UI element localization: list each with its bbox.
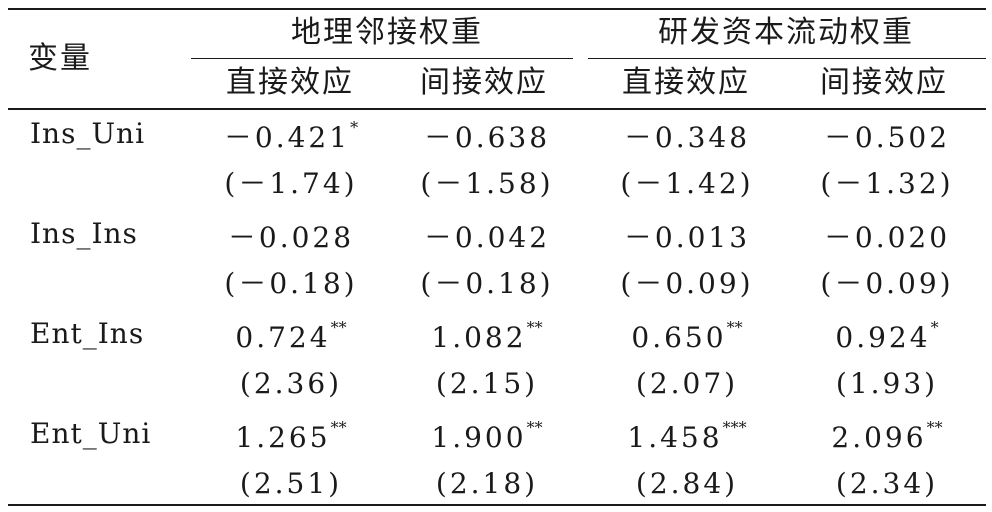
significance-stars: ** bbox=[330, 318, 347, 337]
coefficient-cell: 1.082** bbox=[431, 318, 543, 354]
t-statistic-cell: (2.84) bbox=[635, 467, 739, 500]
coefficient-cell: －0.020 bbox=[823, 221, 951, 254]
significance-stars: * bbox=[930, 318, 939, 337]
t-statistic-cell: (－1.32) bbox=[820, 167, 954, 200]
top-rule bbox=[8, 8, 986, 10]
regression-table: 变量 地理邻接权重 研发资本流动权重 直接效应 间接效应 直接效应 间接效应 I… bbox=[8, 8, 986, 506]
subheader-direct-effect: 直接效应 bbox=[226, 65, 354, 100]
t-statistic-cell: (－0.18) bbox=[224, 267, 358, 300]
t-statistic-cell: (2.34) bbox=[835, 467, 939, 500]
subheader-indirect-effect: 间接效应 bbox=[420, 65, 548, 100]
coefficient-cell: －0.421* bbox=[223, 118, 359, 154]
coefficient-cell: －0.348 bbox=[623, 121, 751, 154]
significance-stars: ** bbox=[526, 318, 543, 337]
t-statistic-cell: (－0.09) bbox=[620, 267, 754, 300]
t-statistic-cell: (2.07) bbox=[635, 367, 739, 400]
t-statistic-cell: (－1.74) bbox=[224, 167, 358, 200]
variable-name: Ent_Uni bbox=[30, 417, 152, 450]
t-statistic-cell: (－1.42) bbox=[620, 167, 754, 200]
group-underline-rd-capital bbox=[588, 58, 986, 59]
t-statistic-cell: (－1.58) bbox=[420, 167, 554, 200]
t-statistic-cell: (2.36) bbox=[239, 367, 343, 400]
subheader-indirect-effect: 间接效应 bbox=[820, 65, 948, 100]
variable-name: Ins_Uni bbox=[30, 117, 146, 150]
group-header-rd-capital: 研发资本流动权重 bbox=[658, 15, 914, 50]
variable-header: 变量 bbox=[28, 41, 92, 76]
t-statistic-cell: (2.15) bbox=[435, 367, 539, 400]
significance-stars: ** bbox=[726, 318, 743, 337]
coefficient-cell: 1.900** bbox=[431, 418, 543, 454]
coefficient-cell: 2.096** bbox=[831, 418, 943, 454]
coefficient-cell: 0.724** bbox=[235, 318, 347, 354]
coefficient-cell: 0.650** bbox=[631, 318, 743, 354]
subheader-direct-effect: 直接效应 bbox=[622, 65, 750, 100]
t-statistic-cell: (2.18) bbox=[435, 467, 539, 500]
t-statistic-cell: (－0.09) bbox=[820, 267, 954, 300]
group-underline-geographic bbox=[191, 58, 573, 59]
coefficient-cell: 1.458*** bbox=[627, 418, 747, 454]
variable-name: Ent_Ins bbox=[30, 317, 145, 350]
coefficient-cell: －0.638 bbox=[423, 121, 551, 154]
t-statistic-cell: (2.51) bbox=[239, 467, 343, 500]
header-rule bbox=[8, 108, 986, 110]
coefficient-cell: 1.265** bbox=[235, 418, 347, 454]
significance-stars: ** bbox=[926, 418, 943, 437]
significance-stars: *** bbox=[722, 418, 747, 437]
significance-stars: * bbox=[350, 118, 359, 137]
variable-name: Ins_Ins bbox=[30, 217, 138, 250]
significance-stars: ** bbox=[526, 418, 543, 437]
coefficient-cell: －0.042 bbox=[423, 221, 551, 254]
significance-stars: ** bbox=[330, 418, 347, 437]
coefficient-cell: 0.924* bbox=[835, 318, 939, 354]
t-statistic-cell: (1.93) bbox=[835, 367, 939, 400]
t-statistic-cell: (－0.18) bbox=[420, 267, 554, 300]
coefficient-cell: －0.028 bbox=[227, 221, 355, 254]
bottom-rule bbox=[8, 504, 986, 506]
group-header-geographic: 地理邻接权重 bbox=[291, 15, 483, 50]
coefficient-cell: －0.502 bbox=[823, 121, 951, 154]
coefficient-cell: －0.013 bbox=[623, 221, 751, 254]
